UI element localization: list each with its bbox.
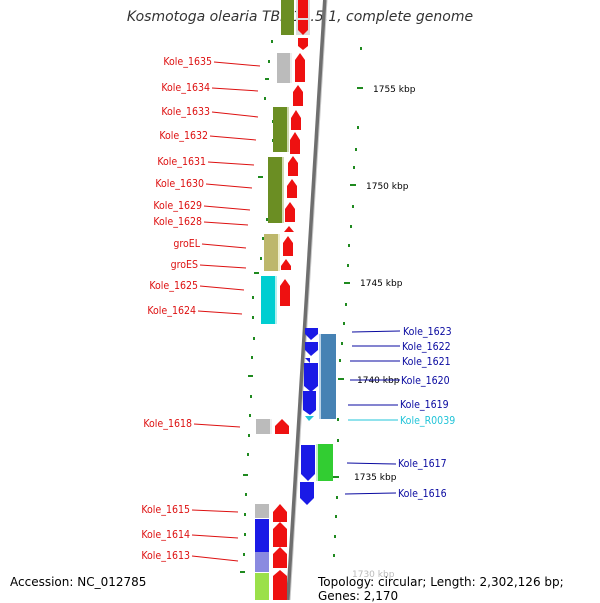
scale-label: 1730 kbp	[352, 570, 395, 580]
gene-label[interactable]: Kole_1617	[398, 458, 447, 470]
gene-label[interactable]: Kole_1623	[403, 326, 452, 338]
gene-label[interactable]: groES	[171, 259, 198, 271]
gene-label[interactable]: Kole_1616	[398, 488, 447, 500]
left-leaders	[191, 61, 261, 562]
forward-genes[interactable]	[255, 53, 305, 600]
gene-label[interactable]: Kole_1633	[161, 106, 210, 118]
left-labels: Kole_1635 Kole_1634 Kole_1633 Kole_1632 …	[141, 56, 212, 562]
gene-label[interactable]: Kole_1625	[149, 280, 198, 292]
scale-label: 1740 kbp	[357, 376, 400, 386]
gene-label[interactable]: Kole_1635	[163, 56, 212, 68]
gene-label[interactable]: Kole_1630	[155, 178, 204, 190]
scale-label: 1735 kbp	[354, 473, 397, 483]
gene-label[interactable]: Kole_1619	[400, 399, 449, 411]
gene-label[interactable]: Kole_1632	[159, 130, 208, 142]
gene-label[interactable]: Kole_1613	[141, 550, 190, 562]
gene-label[interactable]: Kole_1618	[143, 418, 192, 430]
scale-label: 1745 kbp	[360, 279, 403, 289]
scale-label: 1750 kbp	[366, 182, 409, 192]
gene-label[interactable]: Kole_1628	[153, 216, 202, 228]
right-labels: Kole_1623 Kole_1622 Kole_1621 Kole_1620 …	[398, 326, 455, 500]
gene-label[interactable]: Kole_1622	[402, 341, 451, 353]
genome-backbone	[286, 0, 327, 600]
gene-label[interactable]: Kole_1620	[401, 375, 450, 387]
gene-label[interactable]: Kole_1621	[402, 356, 451, 368]
gene-label[interactable]: Kole_1624	[147, 305, 196, 317]
gene-label[interactable]: Kole_1629	[153, 200, 202, 212]
reverse-genes[interactable]	[300, 328, 336, 505]
gene-label[interactable]: Kole_1615	[141, 504, 190, 516]
right-leaders	[344, 330, 401, 495]
gene-label[interactable]: Kole_1634	[161, 82, 210, 94]
rna-label[interactable]: Kole_R0039	[400, 415, 455, 427]
gene-label[interactable]: groEL	[173, 238, 200, 250]
gene-label[interactable]: Kole_1631	[157, 156, 206, 168]
accession-text: Accession: NC_012785	[10, 575, 147, 589]
topology-summary: Topology: circular; Length: 2,302,126 bp…	[318, 575, 564, 603]
gene-label[interactable]: Kole_1614	[141, 529, 190, 541]
scale-label: 1755 kbp	[373, 85, 416, 95]
